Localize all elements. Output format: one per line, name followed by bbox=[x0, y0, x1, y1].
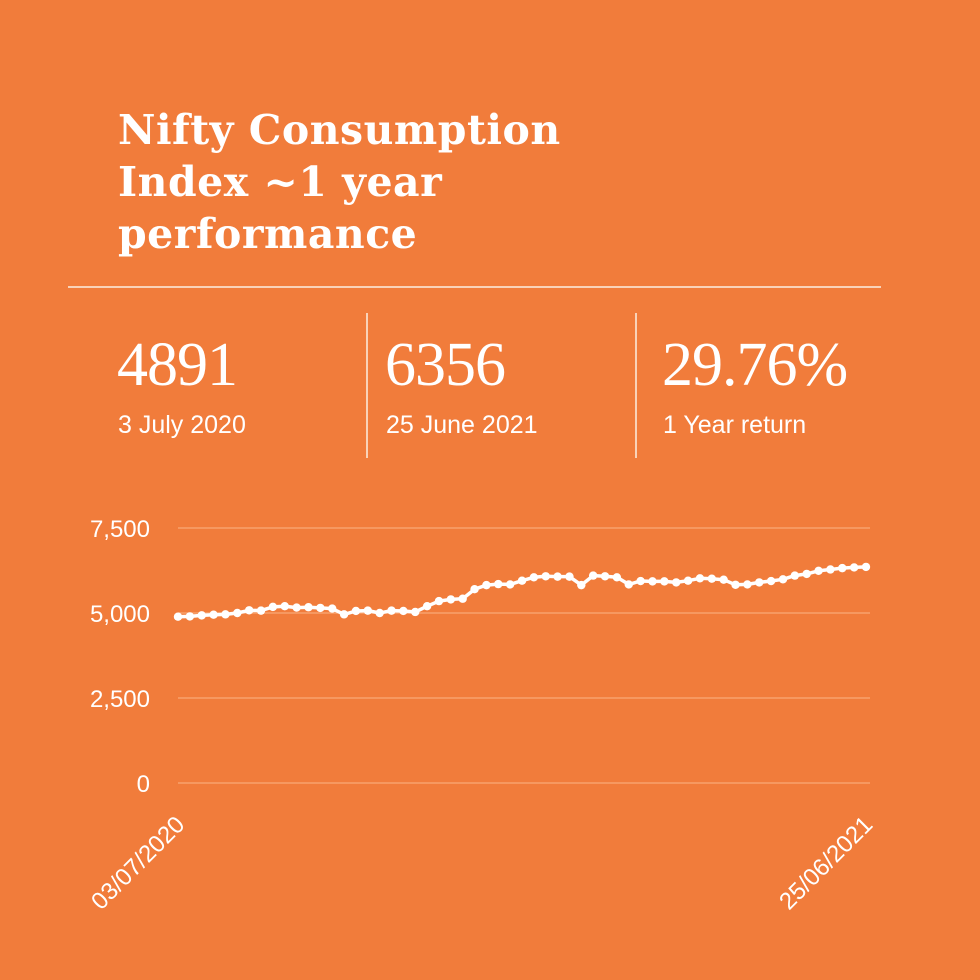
data-point bbox=[494, 579, 503, 589]
y-tick-label: 0 bbox=[137, 771, 150, 798]
stat-divider-2 bbox=[635, 313, 637, 458]
data-point bbox=[814, 566, 823, 576]
data-point bbox=[707, 574, 716, 583]
data-point bbox=[660, 577, 669, 586]
data-point bbox=[244, 606, 254, 615]
data-point bbox=[422, 602, 432, 611]
end-value: 6356 bbox=[385, 331, 506, 399]
data-point bbox=[399, 606, 408, 616]
data-point bbox=[268, 602, 278, 612]
data-point bbox=[790, 571, 800, 580]
series-points bbox=[173, 562, 871, 621]
start-date-label: 3 July 2020 bbox=[118, 411, 246, 439]
data-point bbox=[636, 576, 645, 586]
data-point bbox=[755, 578, 764, 587]
data-point bbox=[434, 596, 444, 606]
data-point bbox=[173, 612, 183, 621]
data-point bbox=[541, 572, 550, 581]
stat-divider-1 bbox=[366, 313, 368, 458]
data-point bbox=[743, 580, 752, 589]
data-point bbox=[529, 573, 539, 582]
data-point bbox=[695, 574, 705, 583]
return-value: 29.76% bbox=[662, 331, 848, 399]
data-point bbox=[470, 585, 479, 594]
x-tick-label: 03/07/2020 bbox=[86, 811, 190, 915]
data-point bbox=[339, 610, 349, 619]
data-point bbox=[411, 607, 420, 617]
data-point bbox=[624, 580, 633, 589]
data-point bbox=[363, 606, 372, 615]
data-point bbox=[256, 606, 266, 615]
data-point bbox=[672, 578, 681, 587]
data-point bbox=[731, 580, 740, 589]
data-point bbox=[221, 610, 230, 619]
data-point bbox=[577, 580, 586, 590]
data-point bbox=[802, 569, 811, 579]
data-point bbox=[849, 563, 859, 572]
y-tick-label: 7,500 bbox=[90, 516, 150, 543]
data-point bbox=[387, 606, 396, 615]
end-date-label: 25 June 2021 bbox=[386, 411, 538, 439]
data-point bbox=[553, 572, 562, 581]
data-point bbox=[778, 575, 788, 584]
data-point bbox=[328, 604, 337, 613]
data-point bbox=[458, 594, 467, 603]
data-point bbox=[233, 608, 242, 618]
title-line-3: performance bbox=[118, 210, 418, 258]
data-point bbox=[861, 562, 871, 572]
data-point bbox=[838, 563, 847, 573]
header-divider bbox=[68, 286, 881, 288]
data-point bbox=[517, 576, 527, 585]
x-axis-tick-labels: 03/07/2020 25/06/2021 bbox=[86, 811, 878, 915]
data-point bbox=[446, 595, 456, 604]
data-point bbox=[316, 603, 325, 613]
data-point bbox=[304, 603, 313, 612]
return-label: 1 Year return bbox=[663, 411, 807, 439]
data-point bbox=[719, 575, 728, 584]
data-point bbox=[280, 602, 289, 611]
data-point bbox=[482, 580, 491, 590]
data-point bbox=[292, 603, 301, 612]
data-point bbox=[612, 573, 622, 582]
data-point bbox=[648, 577, 657, 586]
data-point bbox=[209, 610, 218, 619]
title-line-2: Index ~1 year bbox=[118, 158, 443, 206]
chart-gridlines bbox=[178, 527, 870, 784]
data-point bbox=[197, 611, 206, 620]
title-line-1: Nifty Consumption bbox=[118, 106, 561, 154]
data-point bbox=[588, 571, 598, 580]
page-title: Nifty Consumption Index ~1 year performa… bbox=[118, 104, 718, 260]
data-point bbox=[351, 606, 361, 616]
y-tick-label: 2,500 bbox=[90, 686, 150, 713]
data-point bbox=[505, 580, 515, 589]
data-point bbox=[185, 612, 195, 621]
data-point bbox=[683, 576, 693, 585]
data-point bbox=[766, 576, 776, 586]
data-point bbox=[600, 572, 610, 581]
y-tick-label: 5,000 bbox=[90, 601, 150, 628]
series-line bbox=[176, 565, 868, 619]
data-point bbox=[826, 565, 835, 574]
data-point bbox=[375, 608, 384, 618]
x-tick-label: 25/06/2021 bbox=[774, 811, 878, 915]
y-axis-tick-labels: 0 2,500 5,000 7,500 bbox=[90, 516, 150, 798]
data-point bbox=[565, 572, 574, 581]
start-value: 4891 bbox=[117, 331, 238, 399]
